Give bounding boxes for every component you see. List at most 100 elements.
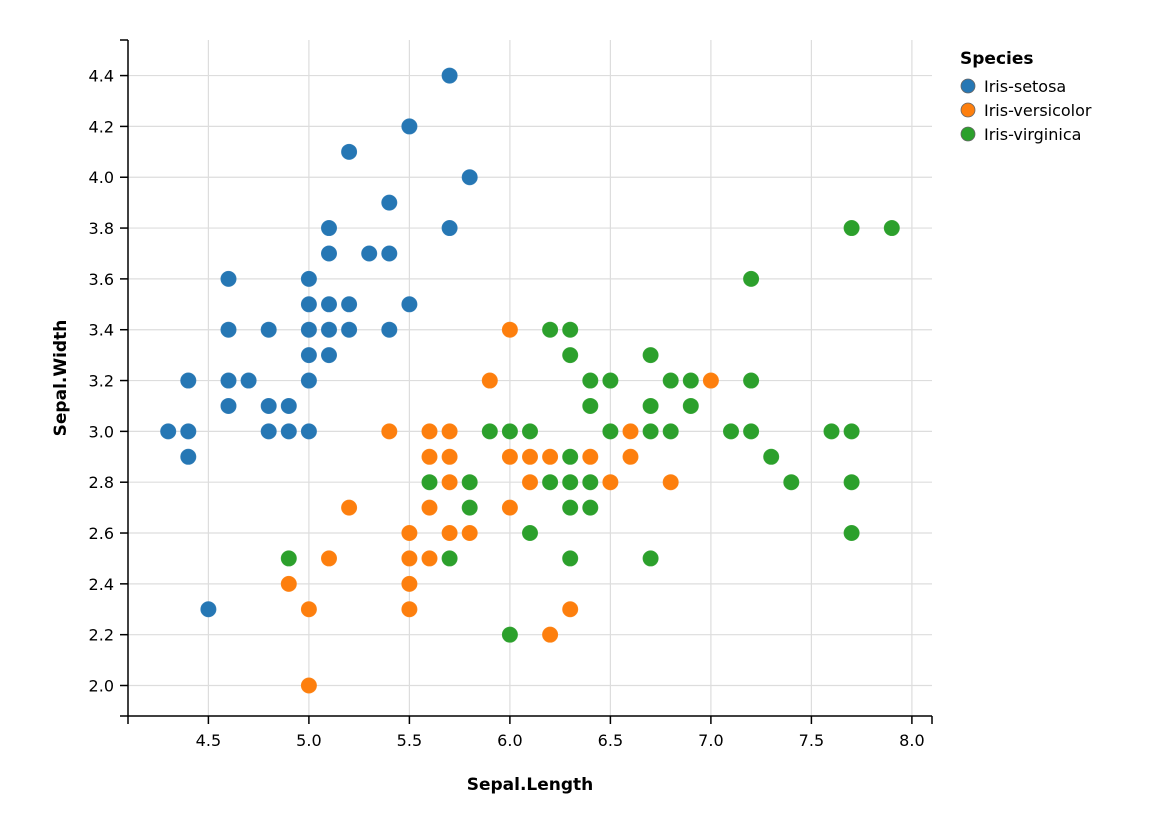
data-point bbox=[441, 448, 458, 465]
data-point bbox=[843, 423, 860, 440]
y-tick-label: 2.0 bbox=[89, 677, 114, 696]
data-point bbox=[280, 423, 297, 440]
data-point bbox=[461, 499, 478, 516]
axes: 4.5 5.0 5.5 6.0 6.5 7.0 7.5 8.0 2.0 2.2 2.4 2.6 2.8 3… bbox=[89, 39, 933, 750]
data-point bbox=[542, 474, 559, 491]
data-point bbox=[341, 296, 358, 313]
data-point bbox=[622, 448, 639, 465]
x-tick-label: 7.5 bbox=[799, 731, 824, 750]
data-point bbox=[542, 626, 559, 643]
data-point bbox=[622, 423, 639, 440]
x-tick-label: 7.0 bbox=[698, 731, 723, 750]
y-tick-label: 4.0 bbox=[89, 168, 114, 187]
data-point bbox=[562, 474, 579, 491]
data-point bbox=[300, 321, 317, 338]
data-point bbox=[441, 525, 458, 542]
x-axis-title: Sepal.Length bbox=[467, 775, 594, 795]
data-point bbox=[662, 474, 679, 491]
data-point bbox=[542, 321, 559, 338]
data-point bbox=[501, 626, 518, 643]
data-point bbox=[642, 423, 659, 440]
data-point bbox=[341, 499, 358, 516]
data-point bbox=[642, 347, 659, 364]
legend-swatch bbox=[960, 78, 976, 94]
x-tick-label: 8.0 bbox=[899, 731, 924, 750]
x-tick-label: 6.5 bbox=[598, 731, 623, 750]
data-point bbox=[401, 296, 418, 313]
y-tick-label: 3.8 bbox=[89, 219, 114, 238]
data-point bbox=[401, 550, 418, 567]
legend-label: Iris-virginica bbox=[984, 125, 1081, 144]
y-tick-label: 3.6 bbox=[89, 270, 114, 289]
data-point bbox=[401, 525, 418, 542]
data-point bbox=[602, 372, 619, 389]
data-point bbox=[823, 423, 840, 440]
data-point bbox=[321, 347, 337, 364]
data-point bbox=[280, 575, 297, 592]
data-point bbox=[582, 448, 599, 465]
data-point bbox=[582, 474, 599, 491]
data-point bbox=[662, 423, 679, 440]
data-point bbox=[662, 372, 679, 389]
data-point bbox=[421, 550, 438, 567]
data-point bbox=[421, 423, 438, 440]
data-point bbox=[300, 372, 317, 389]
data-points bbox=[160, 67, 900, 694]
data-point bbox=[321, 245, 337, 262]
data-point bbox=[501, 423, 518, 440]
data-point bbox=[542, 448, 559, 465]
x-tick-label: 6.0 bbox=[497, 731, 522, 750]
data-point bbox=[300, 296, 317, 313]
y-tick-label: 2.4 bbox=[89, 575, 114, 594]
legend-label: Iris-versicolor bbox=[984, 101, 1092, 120]
data-point bbox=[401, 601, 418, 618]
data-point bbox=[682, 372, 699, 389]
data-point bbox=[522, 474, 538, 491]
data-point bbox=[341, 143, 358, 160]
data-point bbox=[240, 372, 257, 389]
data-point bbox=[180, 372, 197, 389]
data-point bbox=[260, 397, 277, 414]
series-iris-setosa bbox=[160, 67, 478, 618]
legend-swatch bbox=[960, 102, 976, 118]
data-point bbox=[321, 296, 337, 313]
data-point bbox=[602, 474, 619, 491]
data-point bbox=[381, 423, 398, 440]
data-point bbox=[381, 321, 398, 338]
y-tick-label: 2.2 bbox=[89, 626, 114, 645]
data-point bbox=[441, 220, 458, 237]
data-point bbox=[220, 321, 237, 338]
data-point bbox=[562, 499, 579, 516]
data-point bbox=[501, 499, 518, 516]
data-point bbox=[481, 372, 498, 389]
data-point bbox=[220, 270, 237, 287]
data-point bbox=[280, 397, 297, 414]
legend: Species Iris-setosa Iris-versicolor Iris-v… bbox=[960, 49, 1092, 144]
data-point bbox=[381, 194, 398, 211]
data-point bbox=[300, 677, 317, 694]
data-point bbox=[743, 423, 760, 440]
legend-swatch bbox=[960, 126, 976, 142]
series-iris-virginica bbox=[280, 220, 900, 643]
y-tick-label: 4.2 bbox=[89, 117, 114, 136]
data-point bbox=[461, 474, 478, 491]
data-point bbox=[843, 474, 860, 491]
data-point bbox=[501, 321, 518, 338]
data-point bbox=[461, 525, 478, 542]
data-point bbox=[220, 397, 237, 414]
data-point bbox=[260, 321, 277, 338]
y-tick-label: 3.4 bbox=[89, 321, 114, 340]
data-point bbox=[361, 245, 378, 262]
data-point bbox=[421, 499, 438, 516]
series-iris-versicolor bbox=[280, 321, 719, 694]
data-point bbox=[702, 372, 719, 389]
data-point bbox=[522, 423, 538, 440]
data-point bbox=[260, 423, 277, 440]
data-point bbox=[180, 448, 197, 465]
data-point bbox=[300, 423, 317, 440]
data-point bbox=[220, 372, 237, 389]
data-point bbox=[441, 550, 458, 567]
data-point bbox=[743, 270, 760, 287]
data-point bbox=[843, 220, 860, 237]
